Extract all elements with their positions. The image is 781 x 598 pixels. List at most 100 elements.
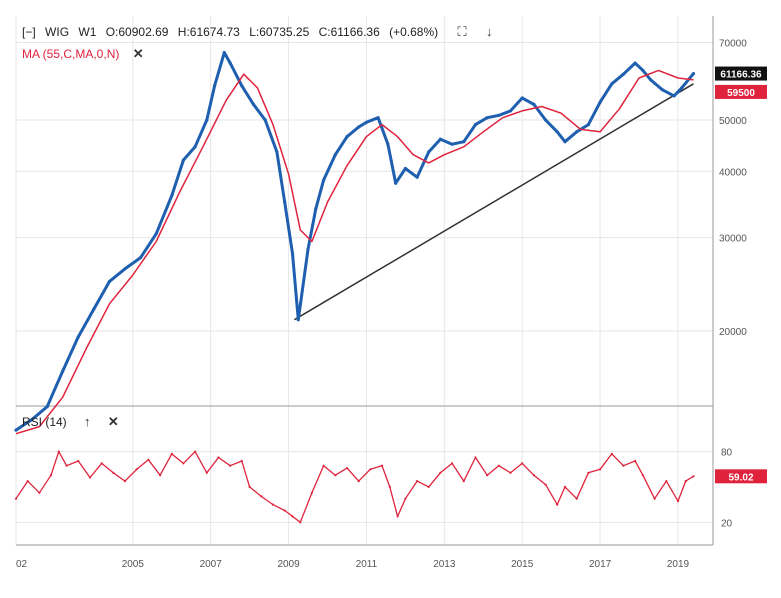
rsi-point [653,497,656,500]
rsi-point [416,480,419,483]
price-point [139,256,143,260]
price-point [462,140,466,144]
x-tick-label: 2011 [356,559,378,570]
series-layer [14,51,696,524]
x-tick-label: 2019 [667,559,690,570]
download-icon[interactable]: ↓ [485,24,493,39]
price-y-tick-label: 40000 [719,167,747,178]
price-point [322,178,326,182]
ma-close-icon[interactable]: ✕ [132,46,144,61]
ohlc-header: [−] WIG W1 O:60902.69 H:61674.73 L:60735… [22,24,498,40]
rsi-point [49,474,53,477]
rsi-point [260,495,263,498]
price-point [376,116,380,120]
rsi-close-icon[interactable]: ✕ [107,414,119,429]
price-point [508,109,513,113]
price-point [555,130,559,134]
rsi-point [451,462,454,465]
price-point [403,166,407,171]
rsi-point [665,480,668,483]
price-point [30,418,34,422]
price-point [14,428,18,432]
price-point [357,125,361,129]
rsi-point [622,464,625,467]
price-point [563,140,567,144]
price-last-badge-text: 61166.36 [720,70,762,81]
rsi-point [248,485,251,488]
price-y-tick-label: 50000 [719,116,747,127]
rsi-point [77,459,80,463]
price-point [415,175,419,179]
price-point [641,68,645,72]
rsi-point [497,464,500,467]
price-point [386,142,390,146]
fullscreen-icon[interactable]: ⛶ [457,24,467,39]
rsi-point [439,471,442,474]
price-point [485,116,489,120]
rsi-point [135,468,138,471]
low-value: L:60735.25 [249,25,310,39]
rsi-point [229,464,232,467]
price-point [228,61,232,65]
price-point [92,307,96,311]
rsi-point [462,480,465,483]
rsi-point [159,474,162,477]
price-y-tick-label: 70000 [719,38,747,49]
price-point [450,142,454,146]
price-point [520,96,524,100]
rsi-point [474,456,477,459]
rsi-point [182,462,185,465]
rsi-point [396,515,399,518]
rsi-last-badge-text: 59.02 [728,472,753,483]
close-value: C:61166.36 [318,25,380,39]
rsi-point [610,452,613,455]
price-point [586,123,591,127]
price-point [251,102,256,106]
rsi-point [240,459,243,463]
rsi-point [380,464,384,467]
rsi-point [65,464,68,467]
price-point [544,118,548,122]
rsi-point [291,515,294,518]
rsi-point [57,450,60,453]
price-point [691,72,696,76]
rsi-point [427,485,430,488]
price-point [61,369,65,373]
price-point [222,51,226,55]
x-tick-label: 2013 [433,559,456,570]
rsi-point [676,500,680,503]
rsi-point [486,474,489,477]
price-point [45,405,49,409]
price-point [427,150,431,154]
rsi-y-tick-label: 80 [721,448,733,459]
rsi-point [322,464,325,467]
ma-last-badge-text: 59500 [727,88,755,99]
rsi-point [334,474,337,477]
symbol-label: WIG [45,25,70,39]
collapse-icon[interactable]: [−] [22,25,36,39]
rsi-point [194,450,197,453]
price-point [154,232,158,236]
price-point [296,318,300,322]
rsi-up-icon[interactable]: ↑ [84,414,91,429]
ma-series-line [15,69,694,435]
rsi-point [217,456,220,459]
rsi-point [88,476,92,479]
rsi-point [100,462,103,465]
price-point [76,335,80,339]
price-last-badge-bg [715,66,767,81]
rsi-last-badge-bg [715,469,767,484]
price-point [123,267,127,271]
rsi-point [112,471,115,474]
price-y-tick-label: 20000 [719,327,747,338]
price-point [680,86,684,90]
rsi-point [123,480,127,483]
ma-legend-label: MA (55,C,MA,0,N) [22,47,120,61]
price-point [497,113,501,117]
change-value: (+0.68%) [389,25,439,39]
price-point [333,153,337,157]
price-point [621,72,626,76]
price-point [306,247,310,251]
x-tick-label: 2009 [277,559,300,570]
